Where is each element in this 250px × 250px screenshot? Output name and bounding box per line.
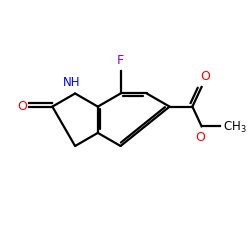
Text: O: O — [200, 70, 210, 83]
Text: NH: NH — [63, 76, 81, 89]
Text: CH$_3$: CH$_3$ — [223, 120, 247, 135]
Text: F: F — [117, 54, 124, 67]
Text: O: O — [195, 131, 205, 144]
Text: O: O — [18, 100, 27, 112]
